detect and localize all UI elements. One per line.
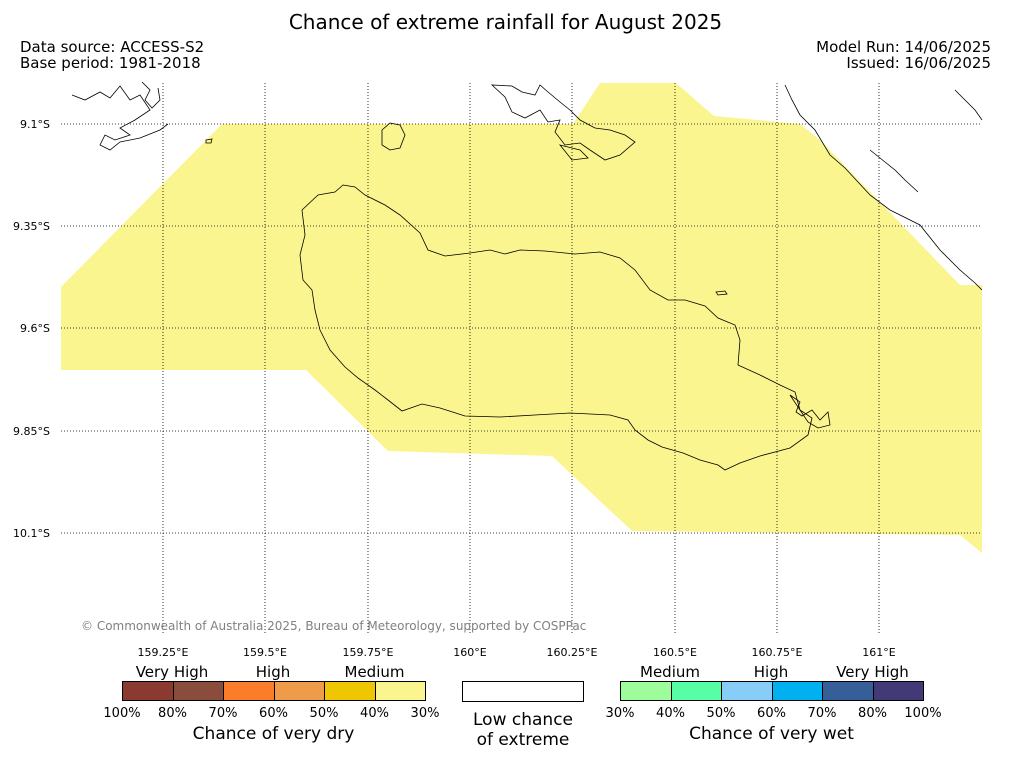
small-islet-coastline — [205, 138, 213, 144]
dry-category-high: High — [255, 663, 291, 681]
gridlines — [61, 83, 982, 635]
wet-legend-title: Chance of very wet — [689, 724, 854, 744]
lon-tick-label: 160°E — [453, 646, 487, 659]
base-period: Base period: 1981-2018 — [20, 54, 201, 72]
florida-islands-coastline — [558, 144, 589, 161]
wet-color-swatch — [872, 681, 924, 701]
lon-tick-label: 159.5°E — [243, 646, 287, 659]
lon-tick-label: 160.75°E — [751, 646, 803, 659]
lat-tick-label: 10.1°S — [13, 527, 50, 540]
source-info: Data source: ACCESS-S2 Base period: 1981… — [20, 39, 204, 71]
dry-color-swatch — [324, 681, 375, 701]
dry-percent-tick: 30% — [410, 706, 440, 721]
russell-islands-coastline — [141, 81, 161, 109]
dry-color-swatch — [374, 681, 426, 701]
wet-category-very-high: Very High — [836, 663, 909, 681]
lon-tick-label: 160.5°E — [653, 646, 697, 659]
wet-category-medium: Medium — [640, 663, 700, 681]
dry-percent-tick: 100% — [103, 706, 141, 721]
dry-percent-tick: 60% — [259, 706, 288, 721]
dry-category-very-high: Very High — [135, 663, 209, 681]
lon-tick-label: 159.75°E — [342, 646, 394, 659]
wet-color-swatch — [771, 681, 823, 701]
neutral-legend-title-line2: of extreme — [476, 730, 570, 750]
wet-percent-tick: 100% — [904, 706, 942, 721]
model-run: Model Run: 14/06/2025 — [816, 38, 991, 56]
data-source: Data source: ACCESS-S2 — [20, 38, 205, 56]
dry-probability-region — [61, 83, 982, 553]
neutral-legend-title-line1: Low chance — [473, 710, 573, 730]
dry-color-swatch — [273, 681, 325, 701]
lon-tick-label: 159.25°E — [137, 646, 189, 659]
wet-color-swatch — [822, 681, 873, 701]
savo-island-coastline — [381, 122, 406, 151]
neutral-swatch — [462, 681, 584, 702]
dry-color-swatch — [172, 681, 224, 701]
dry-legend-title: Chance of very dry — [192, 724, 355, 744]
dry-color-swatch — [223, 681, 274, 701]
dry-color-swatch — [122, 681, 173, 701]
coastlines — [71, 81, 983, 471]
issued-date: Issued: 16/06/2025 — [846, 54, 991, 72]
russell-islands-coastline — [71, 85, 169, 151]
wet-color-swatch — [721, 681, 772, 701]
guadalcanal-coastline — [299, 184, 813, 471]
lat-tick-label: 9.6°S — [20, 322, 50, 335]
florida-islands-coastline — [490, 84, 636, 161]
wet-percent-tick: 30% — [605, 706, 635, 721]
wet-percent-tick: 80% — [858, 706, 887, 721]
wet-percent-tick: 50% — [706, 706, 736, 721]
lat-tick-label: 9.1°S — [20, 118, 50, 131]
malaita-coastline — [784, 84, 983, 291]
wet-color-swatch — [620, 681, 671, 701]
dry-percent-tick: 80% — [158, 706, 187, 721]
wet-color-swatch — [670, 681, 722, 701]
copyright-notice: © Commonwealth of Australia 2025, Bureau… — [81, 619, 587, 633]
wet-percent-tick: 70% — [807, 706, 837, 721]
small-islet-coastline — [715, 290, 728, 296]
lat-tick-label: 9.85°S — [13, 425, 50, 438]
wet-percent-tick: 40% — [656, 706, 685, 721]
eastern-islets-coastline — [789, 394, 831, 429]
lon-tick-label: 160.25°E — [546, 646, 598, 659]
malaita-coastline — [869, 149, 919, 193]
lon-tick-label: 161°E — [862, 646, 896, 659]
run-info: Model Run: 14/06/2025 Issued: 16/06/2025 — [816, 39, 991, 71]
lat-tick-label: 9.35°S — [13, 220, 50, 233]
dry-percent-tick: 40% — [360, 706, 389, 721]
dry-percent-tick: 70% — [208, 706, 238, 721]
map-title: Chance of extreme rainfall for August 20… — [288, 10, 723, 34]
wet-category-high: High — [753, 663, 789, 681]
malaita-coastline — [954, 89, 983, 121]
wet-percent-tick: 60% — [757, 706, 786, 721]
dry-category-medium: Medium — [344, 663, 405, 681]
dry-percent-tick: 50% — [309, 706, 339, 721]
